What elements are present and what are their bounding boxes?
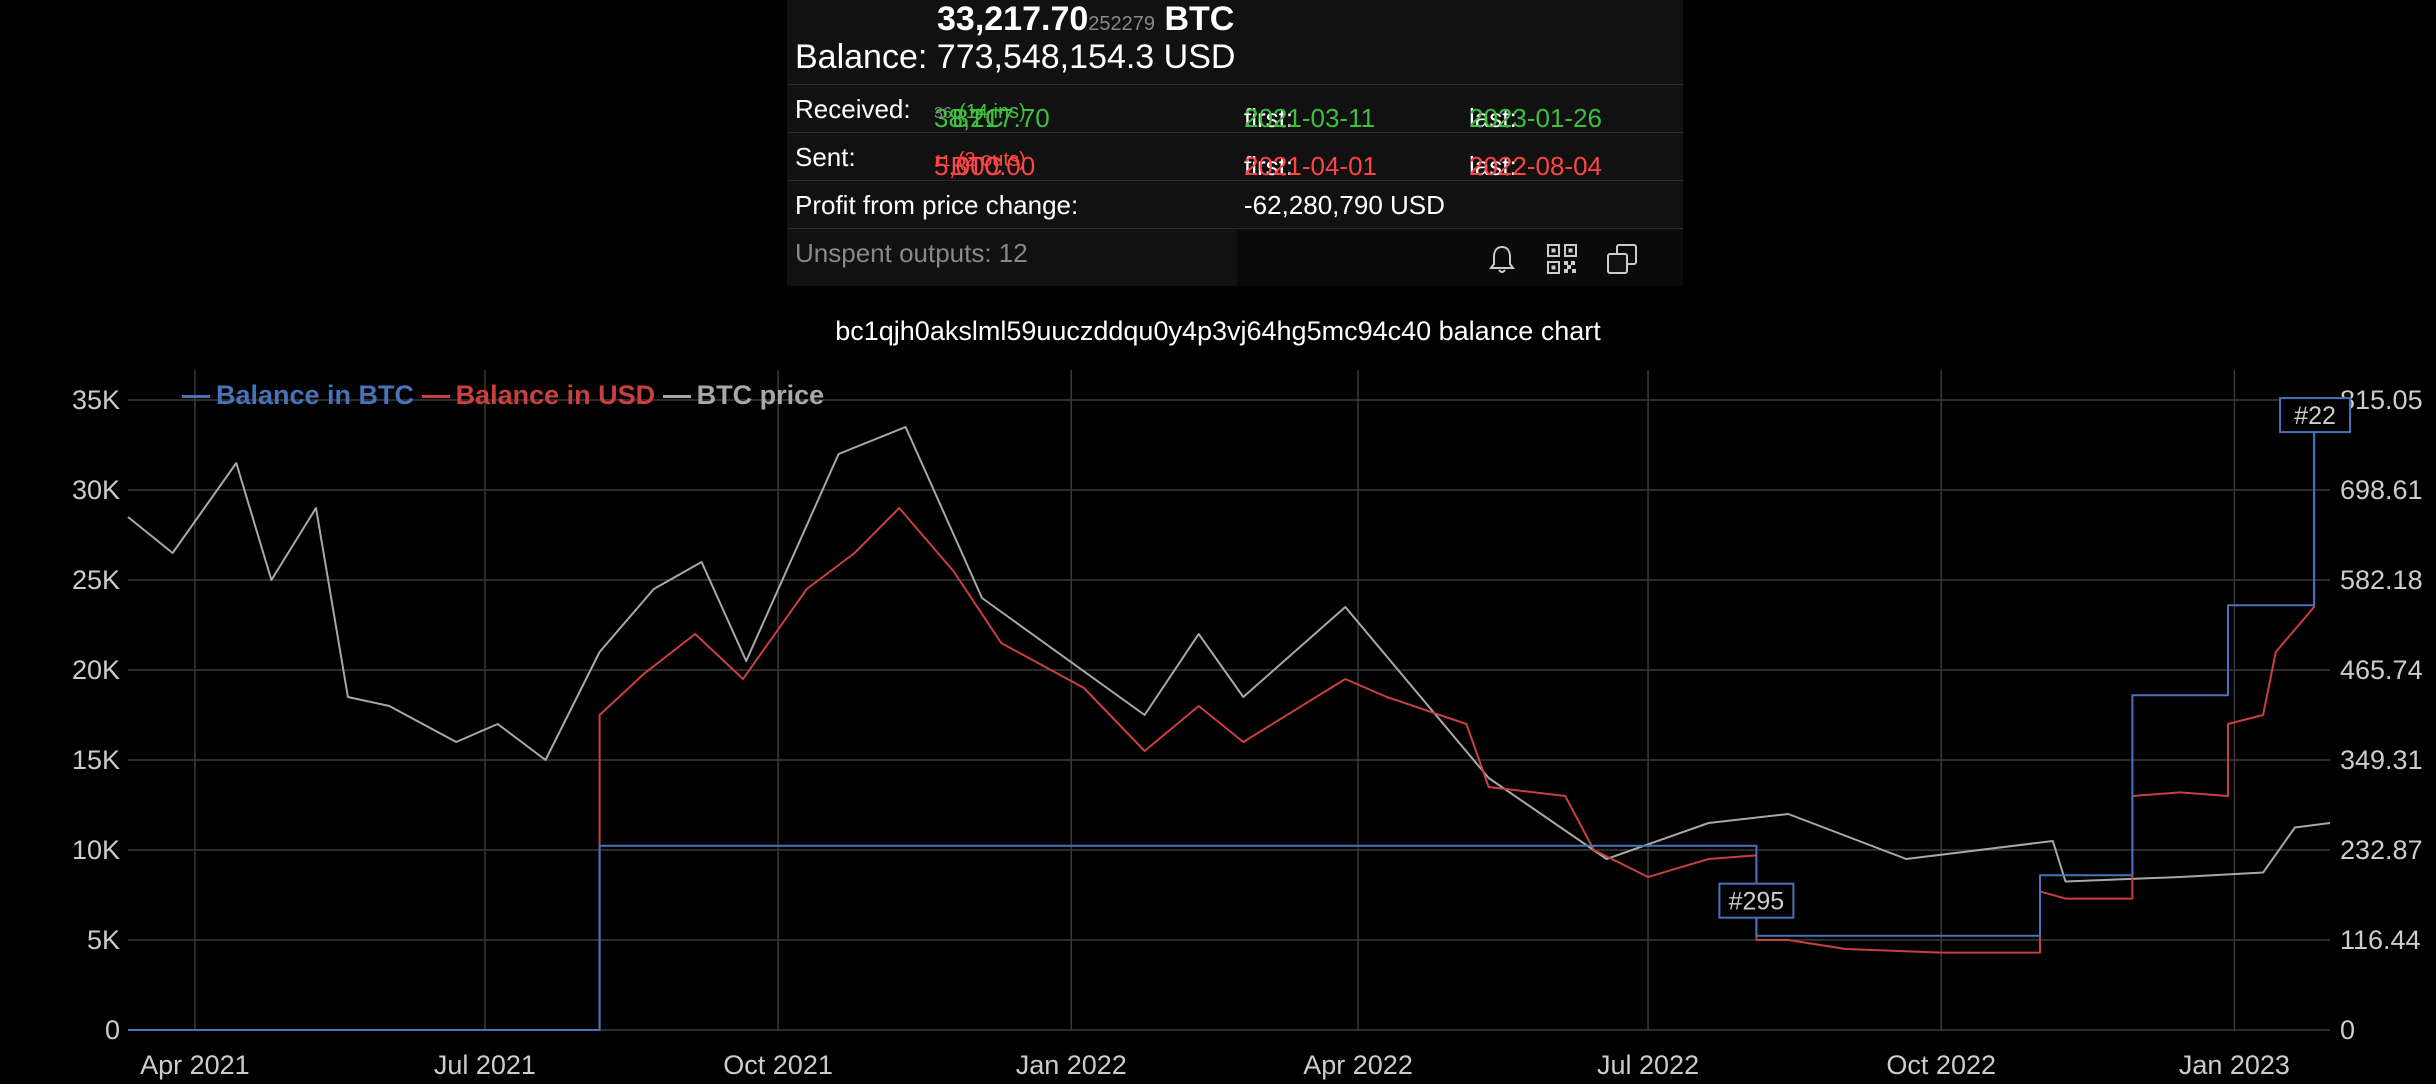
sent-amount: 5,000.00 11 BTC (2 outs): [934, 149, 1036, 181]
series-line-btc: [128, 432, 2316, 1031]
y-right-tick-label: 349.31: [2340, 745, 2423, 775]
y-right-tick-label: 698.61: [2340, 475, 2423, 505]
y-left-tick-label: 0: [105, 1015, 120, 1045]
legend-item-usd[interactable]: Balance in USD: [421, 380, 655, 410]
balance-btc: 33,217.70252279 BTC: [937, 0, 1235, 38]
received-amount: 38,217.70 36 BTC (14 ins): [934, 101, 1050, 133]
profit-row: Profit from price change: -62,280,790 US…: [787, 180, 1683, 227]
series-line-price: [127, 426, 2331, 883]
received-row: Received: 38,217.70 36 BTC (14 ins) first…: [787, 84, 1683, 133]
profit-label: Profit from price change:: [795, 190, 1079, 220]
balance-chart: 0 0 5K 116.44 10K 232.87 15K 349.31 20K 465.74 25K…: [72, 370, 2423, 1080]
x-tick-label: Oct 2022: [1886, 1050, 1996, 1080]
y-right-tick-label: 582.18: [2340, 565, 2423, 595]
unspent-row: Unspent outputs: 12: [787, 228, 1683, 275]
action-icons: [1237, 230, 1683, 286]
annotation-label: #22: [2294, 402, 2336, 430]
y-left-tick-label: 20K: [72, 655, 120, 685]
profit-value: -62,280,790 USD: [1244, 190, 1445, 220]
wallet-summary-panel: 33,217.70252279 BTC Balance: 773,548,154…: [787, 0, 1683, 286]
bell-icon[interactable]: [1485, 242, 1519, 276]
chart-title: bc1qjh0akslml59uuczddqu0y4p3vj64hg5mc94c…: [835, 316, 1601, 346]
annotation-box: [2279, 397, 2352, 434]
annotation-marker: #22: [2279, 397, 2352, 434]
y-left-tick-label: 5K: [87, 925, 120, 955]
x-tick-label: Jan 2023: [2179, 1050, 2290, 1080]
y-left-tick-label: 25K: [72, 565, 120, 595]
y-left-tick-label: 30K: [72, 475, 120, 505]
received-label: Received:: [795, 94, 911, 124]
sent-row: Sent: 5,000.00 11 BTC (2 outs) first: 202…: [787, 132, 1683, 181]
x-tick-label: Apr 2021: [140, 1050, 250, 1080]
y-right-tick-label: 116.44: [2340, 925, 2421, 955]
annotation-box: [1718, 882, 1795, 919]
annotation-marker: #295: [1718, 882, 1795, 919]
balance-btc-satoshi: 252279: [1088, 13, 1156, 35]
y-right-tick-label: 815.05: [2340, 385, 2423, 415]
x-tick-label: Oct 2021: [723, 1050, 833, 1080]
x-tick-label: Jan 2022: [1016, 1050, 1127, 1080]
x-tick-label: Jul 2022: [1597, 1050, 1699, 1080]
qr-code-icon[interactable]: [1545, 242, 1579, 276]
legend-item-price[interactable]: BTC price: [662, 380, 824, 410]
y-right-tick-label: 0: [2340, 1015, 2355, 1045]
unspent-outputs: Unspent outputs: 12: [795, 238, 1028, 268]
sent-label: Sent:: [795, 142, 856, 172]
legend-item-btc[interactable]: Balance in BTC: [182, 380, 414, 410]
legend: Balance in BTC Balance in USD BTC price: [182, 380, 824, 411]
annotation-label: #295: [1729, 888, 1785, 916]
y-left-tick-label: 15K: [72, 745, 120, 775]
copy-icon[interactable]: [1605, 242, 1639, 276]
y-left-tick-label: 10K: [72, 835, 120, 865]
y-right-tick-label: 465.74: [2340, 655, 2423, 685]
series-line-usd: [128, 436, 2316, 1031]
x-tick-label: Jul 2021: [434, 1050, 536, 1080]
y-right-tick-label: 232.87: [2340, 835, 2423, 865]
balance-usd: Balance: 773,548,154.3 USD: [795, 38, 1236, 76]
x-tick-label: Apr 2022: [1303, 1050, 1413, 1080]
y-left-tick-label: 35K: [72, 385, 120, 415]
